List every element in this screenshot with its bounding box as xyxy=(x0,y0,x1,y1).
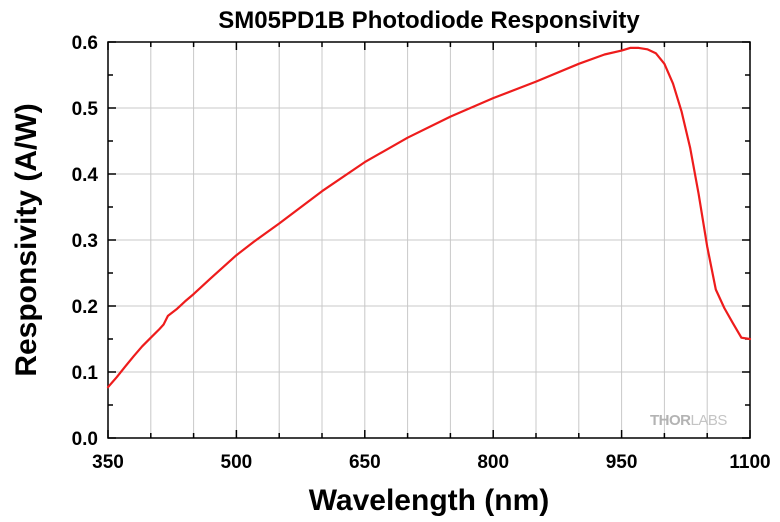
y-tick-label: 0.2 xyxy=(72,297,98,318)
x-axis-label: Wavelength (nm) xyxy=(309,484,550,517)
x-tick-label: 500 xyxy=(221,452,253,473)
series-line-0 xyxy=(106,46,752,389)
x-tick-label: 650 xyxy=(349,452,381,473)
y-tick-labels: 0.0 0.1 0.2 0.3 0.4 0.5 0.6 xyxy=(72,33,99,450)
chart-title: SM05PD1B Photodiode Responsivity xyxy=(218,7,640,34)
svg-text:THORLABS: THORLABS xyxy=(650,412,727,429)
x-tick-labels: 350 500 650 800 950 1100 xyxy=(92,452,770,473)
y-tick-label: 0.3 xyxy=(72,231,98,252)
y-tick-label: 0.4 xyxy=(72,165,99,186)
x-tick-label: 800 xyxy=(477,452,509,473)
x-tick-label: 950 xyxy=(606,452,638,473)
grid xyxy=(108,42,750,438)
watermark-thor: THOR xyxy=(650,412,691,429)
watermark: THORLABS xyxy=(650,412,728,429)
x-tick-label: 350 xyxy=(92,452,124,473)
y-tick-label: 0.5 xyxy=(72,99,99,120)
series-group xyxy=(106,46,752,389)
y-axis-label: Responsivity (A/W) xyxy=(10,103,43,376)
y-tick-label: 0.1 xyxy=(72,363,99,384)
watermark-labs: LABS xyxy=(691,412,728,429)
y-tick-label: 0.6 xyxy=(72,33,98,54)
y-tick-label: 0.0 xyxy=(72,429,98,450)
x-tick-label: 1100 xyxy=(729,452,770,473)
